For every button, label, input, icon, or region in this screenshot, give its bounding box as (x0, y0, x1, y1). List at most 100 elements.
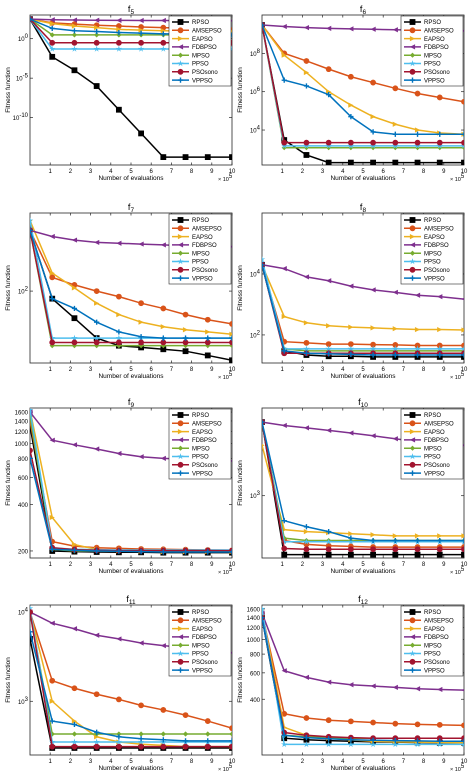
data-point-VPPSO (94, 548, 100, 554)
data-point-VPPSO (303, 735, 310, 741)
x-tick-label: 5 (129, 562, 133, 568)
y-tick-label: 106 (250, 87, 261, 96)
data-point-FDBPSO (281, 265, 287, 272)
data-point-RPSO (281, 551, 288, 558)
x-tick-label: 10 (461, 759, 468, 765)
legend-marker (409, 217, 416, 223)
legend-marker (177, 461, 184, 468)
series-line-PPSO (262, 259, 464, 350)
data-point-PSOsono (461, 546, 464, 553)
data-point-RPSO (347, 159, 354, 165)
data-point-AMSEPSO (325, 717, 332, 724)
data-point-FDBPSO (160, 17, 166, 24)
x-tick-label: 3 (89, 367, 93, 373)
series-line-EAPSO (30, 220, 232, 336)
y-axis-label: Fitness function (5, 657, 12, 703)
y-axis-label: Fitness function (237, 265, 244, 311)
data-point-EAPSO (303, 529, 310, 535)
data-point-RPSO (204, 352, 211, 359)
data-point-VPPSO (262, 22, 265, 28)
data-point-PPSO (303, 538, 310, 545)
data-point-PSOsono (303, 139, 310, 146)
x-tick-label: 2 (69, 367, 73, 373)
data-point-AMSEPSO (115, 293, 122, 300)
x-tick-label: 7 (170, 562, 174, 568)
data-point-FDBPSO (392, 27, 398, 33)
data-point-PSOsono (138, 743, 144, 750)
x-tick-label: 8 (190, 367, 194, 373)
y-tick-label: 400 (250, 698, 261, 704)
x-tick-label: 2 (301, 367, 305, 373)
data-point-AMSEPSO (182, 311, 189, 318)
data-point-EAPSO (461, 327, 464, 333)
y-tick-label: 600 (250, 671, 261, 677)
data-point-RPSO (160, 154, 167, 161)
data-point-FDBPSO (303, 425, 310, 431)
data-point-EAPSO (138, 319, 144, 325)
legend-label: PPSO (424, 652, 441, 658)
data-point-RPSO (71, 67, 78, 74)
data-point-AMSEPSO (436, 721, 443, 728)
data-point-MPSO (370, 145, 376, 151)
data-point-FDBPSO (94, 239, 100, 246)
data-point-VPPSO (437, 537, 443, 544)
legend-marker (409, 642, 416, 648)
data-point-PSOsono (204, 743, 211, 750)
data-point-VPPSO (281, 518, 287, 524)
data-point-PPSO (325, 741, 332, 748)
data-point-FDBPSO (116, 17, 122, 23)
x-tick-label: 7 (402, 759, 406, 765)
legend-label: PPSO (424, 455, 441, 461)
legend-marker (177, 642, 184, 648)
data-point-PPSO (392, 741, 399, 748)
legend-label: VPPSO (192, 668, 213, 674)
data-point-FDBPSO (370, 287, 376, 293)
legend-marker (409, 658, 416, 665)
x-axis-label: Number of evaluations (98, 765, 164, 772)
data-point-PPSO (93, 45, 100, 52)
data-point-VPPSO (414, 738, 421, 744)
data-point-PSOsono (115, 339, 122, 346)
data-point-PPSO (325, 345, 332, 352)
data-point-FDBPSO (281, 668, 287, 674)
y-tick-label: 1600 (15, 411, 29, 417)
data-point-VPPSO (182, 335, 189, 341)
legend-label: PPSO (192, 455, 209, 461)
legend-marker (177, 234, 184, 240)
legend-marker (409, 19, 416, 25)
data-point-AMSEPSO (71, 685, 78, 692)
data-point-VPPSO (414, 352, 421, 358)
data-point-PSOsono (392, 546, 399, 553)
x-axis-label: Number of evaluations (330, 373, 396, 380)
data-point-FDBPSO (94, 632, 100, 638)
legend-label: AMSEPSO (192, 227, 222, 233)
legend-label: AMSEPSO (424, 422, 454, 428)
data-point-RPSO (71, 315, 78, 322)
legend-label: AMSEPSO (192, 422, 222, 428)
series-line-MPSO (262, 264, 464, 352)
data-point-PSOsono (229, 743, 232, 750)
data-point-VPPSO (30, 227, 33, 233)
data-point-EAPSO (303, 320, 310, 326)
legend-marker (409, 36, 416, 42)
data-point-EAPSO (348, 102, 354, 108)
data-point-VPPSO (303, 350, 310, 356)
data-point-FDBPSO (138, 454, 144, 460)
data-point-PPSO (115, 334, 123, 341)
x-tick-label: 8 (190, 759, 194, 765)
data-point-EAPSO (160, 324, 166, 330)
legend-label: MPSO (192, 53, 210, 59)
data-point-PPSO (71, 45, 78, 52)
series-group (30, 217, 232, 363)
data-point-PSOsono (392, 139, 399, 146)
data-point-RPSO (461, 159, 464, 165)
legend-marker (177, 650, 184, 657)
data-point-VPPSO (229, 549, 232, 555)
series-line-PSOsono (30, 230, 232, 344)
y-tick-label: 102 (250, 330, 261, 339)
series-line-RPSO (30, 638, 232, 749)
data-point-VPPSO (370, 129, 376, 135)
series-line-VPPSO (30, 458, 232, 553)
data-point-MPSO (71, 343, 78, 349)
